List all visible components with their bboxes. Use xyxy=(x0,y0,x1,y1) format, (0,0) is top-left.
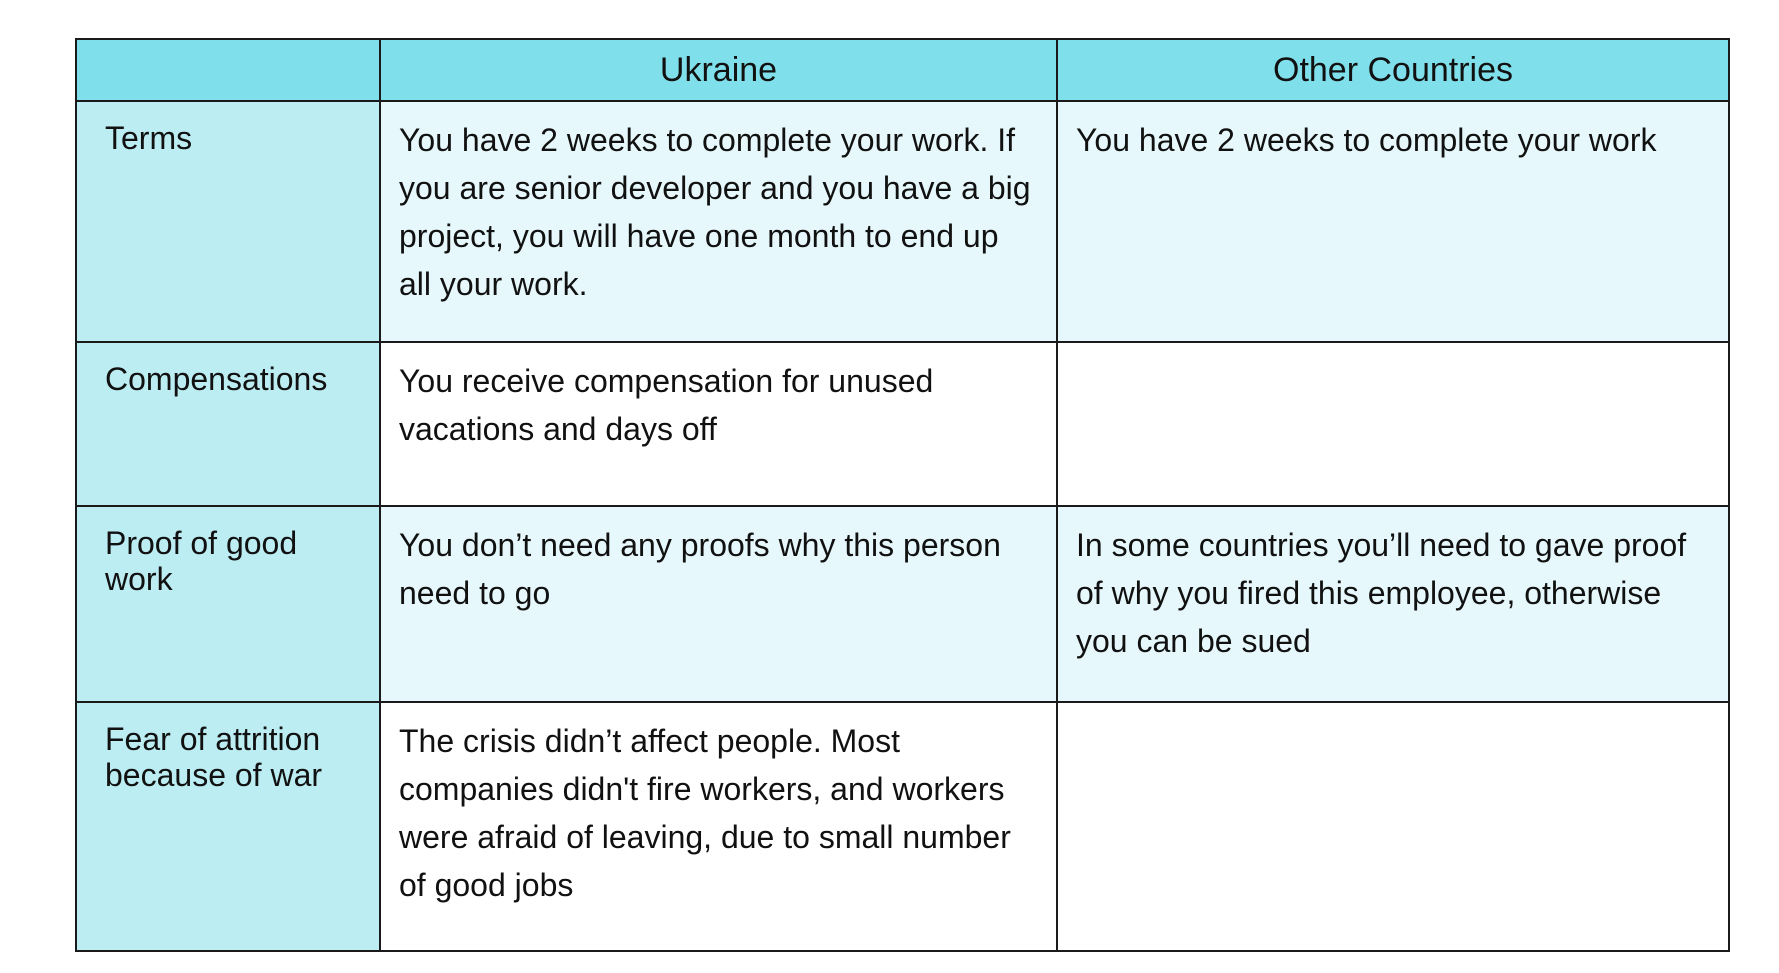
cell-other-fear-of-attrition xyxy=(1056,701,1730,952)
cell-ukraine-terms: You have 2 weeks to complete your work. … xyxy=(379,100,1058,343)
cell-ukraine-fear-of-attrition: The crisis didn’t affect people. Most co… xyxy=(379,701,1058,952)
row-label-terms: Terms xyxy=(75,100,381,343)
table-body: Terms You have 2 weeks to complete your … xyxy=(75,100,1730,952)
row-label-fear-of-attrition: Fear of attrition because of war xyxy=(75,701,381,952)
cell-other-terms: You have 2 weeks to complete your work xyxy=(1056,100,1730,343)
row-label-proof-of-good-work: Proof of good work xyxy=(75,505,381,703)
table-row: Compensations You receive compensation f… xyxy=(75,341,1730,507)
table-header: Ukraine Other Countries xyxy=(75,38,1730,102)
cell-other-compensations xyxy=(1056,341,1730,507)
header-row: Ukraine Other Countries xyxy=(75,38,1730,102)
cell-ukraine-compensations: You receive compensation for unused vaca… xyxy=(379,341,1058,507)
header-corner-cell xyxy=(75,38,381,102)
cell-other-proof-of-good-work: In some countries you’ll need to gave pr… xyxy=(1056,505,1730,703)
table-row: Terms You have 2 weeks to complete your … xyxy=(75,100,1730,343)
row-label-compensations: Compensations xyxy=(75,341,381,507)
cell-ukraine-proof-of-good-work: You don’t need any proofs why this perso… xyxy=(379,505,1058,703)
table-row: Fear of attrition because of war The cri… xyxy=(75,701,1730,952)
header-ukraine: Ukraine xyxy=(379,38,1058,102)
header-other-countries: Other Countries xyxy=(1056,38,1730,102)
table-row: Proof of good work You don’t need any pr… xyxy=(75,505,1730,703)
comparison-table: Ukraine Other Countries Terms You have 2… xyxy=(75,38,1730,952)
